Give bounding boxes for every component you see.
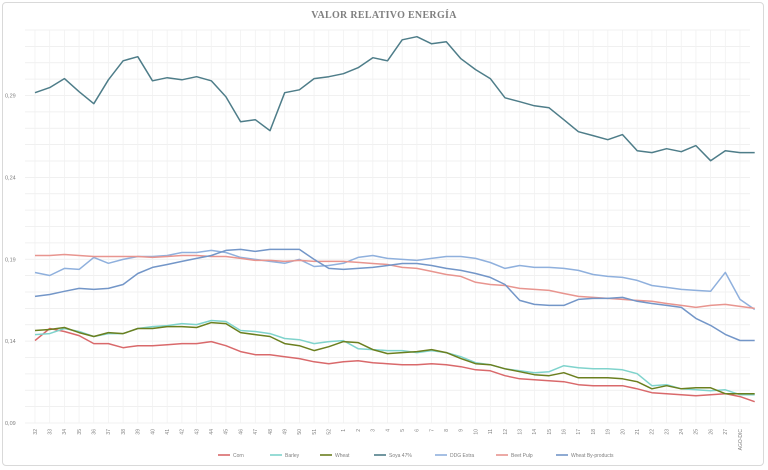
x-tick-label: 14 bbox=[532, 429, 538, 435]
x-tick-label: 33 bbox=[47, 429, 53, 435]
x-tick-label: 51 bbox=[312, 429, 318, 435]
x-tick-label: 5 bbox=[400, 429, 406, 432]
x-tick-label: 2 bbox=[356, 429, 362, 432]
series-line bbox=[34, 248, 755, 342]
x-tick-label: 44 bbox=[209, 429, 215, 435]
x-tick-label: 34 bbox=[62, 429, 68, 435]
x-tick-label: 1 bbox=[341, 429, 347, 432]
x-tick-label: 52 bbox=[327, 429, 333, 435]
x-tick-label: 36 bbox=[92, 429, 98, 435]
x-tick-label: 4 bbox=[385, 429, 391, 432]
series-line bbox=[35, 253, 755, 310]
x-tick-label: 20 bbox=[620, 429, 626, 435]
series-line bbox=[34, 35, 755, 162]
x-tick-label: 47 bbox=[253, 429, 259, 435]
x-tick-label: 18 bbox=[591, 429, 597, 435]
y-axis-tick-labels: 0,09 0,14 0,19 0,24 0,29 bbox=[5, 94, 16, 428]
series-line bbox=[34, 319, 755, 396]
x-axis-tick-labels: 32 33 34 35 36 37 38 39 40 41 42 43 44 45 46 47 48 49 50 51… bbox=[33, 429, 744, 451]
series-line bbox=[34, 327, 755, 403]
y-tick-label: 0,19 bbox=[5, 257, 16, 263]
x-tick-label: AGO-DIC bbox=[738, 429, 744, 451]
x-tick-label: 42 bbox=[180, 429, 186, 435]
legend-label: DDG Extra bbox=[450, 453, 474, 459]
x-tick-label: 9 bbox=[459, 429, 465, 432]
y-tick-label: 0,14 bbox=[5, 339, 16, 345]
x-tick-label: 8 bbox=[444, 429, 450, 432]
legend-label: Barley bbox=[285, 453, 300, 459]
x-tick-label: 40 bbox=[150, 429, 156, 435]
chart-title: VALOR RELATIVO ENERGÍA bbox=[311, 10, 457, 21]
grid-lines bbox=[25, 29, 750, 424]
series-line bbox=[34, 249, 756, 311]
legend-label: Beet Pulp bbox=[511, 453, 533, 459]
series-line bbox=[34, 321, 755, 395]
x-tick-label: 11 bbox=[488, 429, 494, 434]
y-tick-label: 0,24 bbox=[5, 175, 16, 181]
x-tick-label: 38 bbox=[121, 429, 127, 435]
legend-label: Soya 47% bbox=[389, 453, 412, 459]
x-tick-label: 17 bbox=[576, 429, 582, 435]
x-tick-label: 22 bbox=[650, 429, 656, 435]
x-tick-label: 46 bbox=[238, 429, 244, 435]
x-tick-label: 19 bbox=[606, 429, 612, 435]
x-tick-label: 26 bbox=[708, 429, 714, 435]
legend-label: Corn bbox=[233, 453, 244, 459]
x-tick-label: 43 bbox=[194, 429, 200, 435]
legend: Corn Barley Wheat Soya 47% DDG Extra Beet Pul… bbox=[218, 453, 614, 459]
x-tick-label: 16 bbox=[562, 429, 568, 435]
x-tick-label: 37 bbox=[106, 429, 112, 435]
series-lines bbox=[34, 35, 756, 403]
x-tick-label: 27 bbox=[723, 429, 729, 435]
x-tick-label: 35 bbox=[77, 429, 83, 435]
x-tick-label: 24 bbox=[679, 429, 685, 435]
x-tick-label: 6 bbox=[415, 429, 421, 432]
y-tick-label: 0,29 bbox=[5, 94, 16, 100]
x-tick-label: 21 bbox=[635, 429, 641, 435]
x-tick-label: 3 bbox=[371, 429, 377, 432]
x-tick-label: 45 bbox=[224, 429, 230, 435]
x-tick-label: 13 bbox=[517, 429, 523, 435]
y-tick-label: 0,09 bbox=[5, 421, 16, 427]
x-tick-label: 15 bbox=[547, 429, 553, 435]
x-tick-label: 7 bbox=[429, 429, 435, 432]
legend-label: Wheat bbox=[335, 453, 350, 459]
x-tick-label: 23 bbox=[664, 429, 670, 435]
x-tick-label: 48 bbox=[268, 429, 274, 435]
x-tick-label: 50 bbox=[297, 429, 303, 435]
x-tick-label: 10 bbox=[473, 429, 479, 435]
x-tick-label: 49 bbox=[282, 429, 288, 435]
x-tick-label: 32 bbox=[33, 429, 39, 435]
x-tick-label: 41 bbox=[165, 429, 171, 435]
x-tick-label: 12 bbox=[503, 429, 509, 435]
x-tick-label: 39 bbox=[136, 429, 142, 435]
x-tick-label: 25 bbox=[694, 429, 700, 435]
legend-label: Wheat By-products bbox=[571, 453, 614, 459]
